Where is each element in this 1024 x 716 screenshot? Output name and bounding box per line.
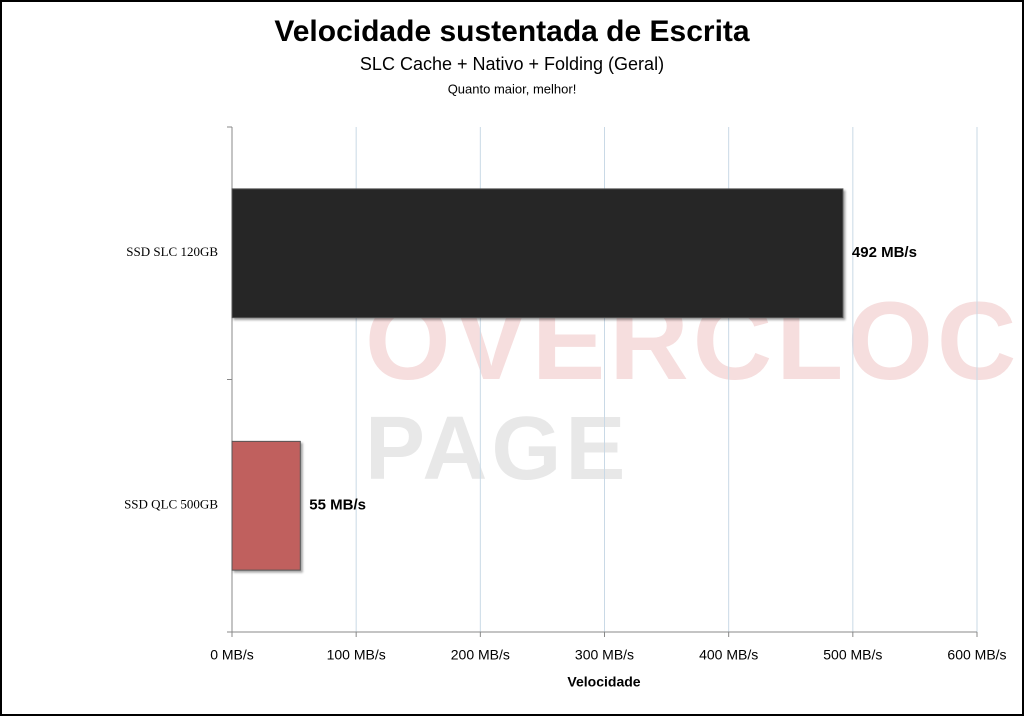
value-label: 55 MB/s [309, 497, 366, 514]
watermark-text: PAGE [365, 399, 629, 499]
x-tick-label: 0 MB/s [210, 647, 254, 663]
y-tick-label: SSD QLC 500GB [124, 497, 218, 512]
chart-title: Velocidade sustentada de Escrita [274, 15, 750, 48]
x-tick-label: 400 MB/s [699, 647, 758, 663]
x-tick-label: 500 MB/s [823, 647, 882, 663]
y-tick-label: SSD SLC 120GB [126, 244, 218, 259]
x-tick-label: 100 MB/s [327, 647, 386, 663]
bar [231, 440, 301, 571]
annotation: Quanto maior, melhor! [448, 81, 577, 96]
x-tick-label: 600 MB/s [947, 647, 1006, 663]
x-tick-label: 200 MB/s [451, 647, 510, 663]
chart-subtitle: SLC Cache + Nativo + Folding (Geral) [360, 54, 664, 74]
x-tick-label: 300 MB/s [575, 647, 634, 663]
bar [231, 188, 844, 319]
value-label: 492 MB/s [852, 244, 917, 261]
x-axis-label: Velocidade [567, 674, 640, 690]
